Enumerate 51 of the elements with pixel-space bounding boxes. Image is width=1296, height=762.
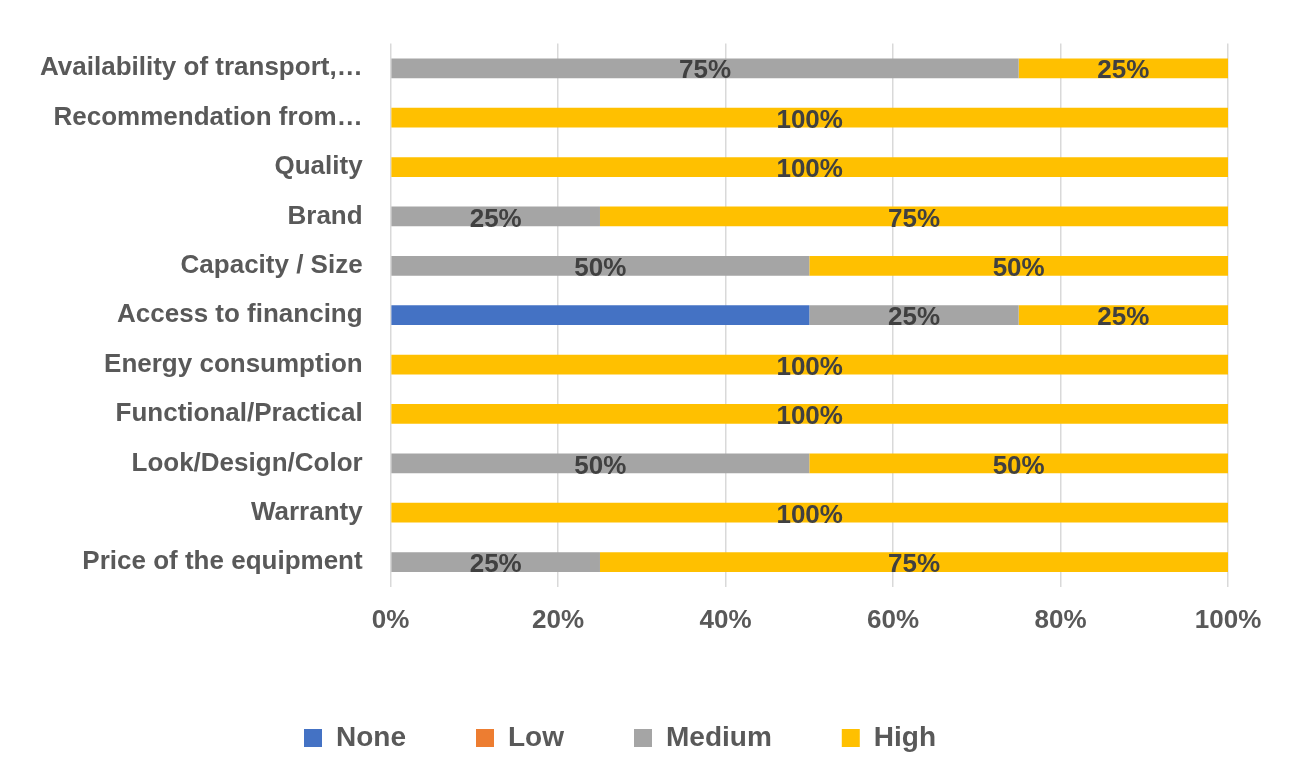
bar	[391, 58, 1019, 79]
data-label: 50%	[992, 251, 1045, 282]
bar	[391, 354, 1228, 375]
bar	[391, 107, 1228, 128]
bar	[599, 206, 1228, 227]
x-tick-label: 80%	[1034, 603, 1087, 634]
bar	[599, 552, 1228, 572]
data-label: 25%	[887, 301, 941, 332]
legend-label: Medium	[666, 720, 772, 752]
data-label: 50%	[992, 449, 1045, 480]
data-label: 25%	[469, 548, 522, 579]
data-label: 100%	[776, 498, 843, 529]
bar	[809, 255, 1228, 276]
y-tick-label: Capacity / Size	[180, 248, 363, 279]
x-tick-label: 100%	[1194, 603, 1262, 634]
y-tick-label: Look/Design/Color	[131, 446, 363, 477]
data-label: 100%	[776, 400, 843, 431]
bar	[391, 255, 810, 276]
y-tick-label: Brand	[287, 199, 363, 230]
x-tick-label: 0%	[371, 603, 410, 634]
data-label: 75%	[887, 548, 941, 579]
bar	[391, 404, 1228, 424]
bar	[809, 453, 1228, 474]
data-label: 100%	[776, 153, 843, 184]
x-tick-label: 40%	[699, 603, 752, 634]
data-label: 75%	[679, 54, 732, 85]
data-label: 50%	[574, 251, 627, 282]
y-tick-label: Recommendation from…	[53, 100, 363, 131]
data-label: 50%	[574, 449, 627, 480]
bar	[391, 502, 1228, 523]
y-tick-label: Energy consumption	[104, 347, 363, 378]
x-tick-label: 20%	[532, 603, 585, 634]
data-label: 25%	[1097, 301, 1150, 332]
data-label: 25%	[469, 202, 522, 233]
y-tick-label: Functional/Practical	[115, 397, 363, 428]
y-tick-label: Price of the equipment	[82, 545, 363, 576]
legend-label: None	[336, 720, 407, 752]
y-tick-label: Availability of transport,…	[40, 51, 363, 82]
data-label: 75%	[887, 202, 941, 233]
legend-label: High	[873, 720, 936, 752]
y-tick-label: Access to financing	[117, 298, 363, 329]
y-tick-label: Warranty	[250, 495, 364, 526]
x-tick-label: 60%	[867, 603, 920, 634]
bar	[391, 305, 810, 326]
data-label: 25%	[1097, 54, 1150, 85]
y-tick-label: Quality	[274, 150, 364, 181]
data-label: 100%	[776, 103, 843, 134]
data-label: 100%	[776, 350, 843, 381]
bar	[391, 453, 810, 474]
legend-label: Low	[508, 720, 565, 752]
bar	[391, 157, 1228, 177]
